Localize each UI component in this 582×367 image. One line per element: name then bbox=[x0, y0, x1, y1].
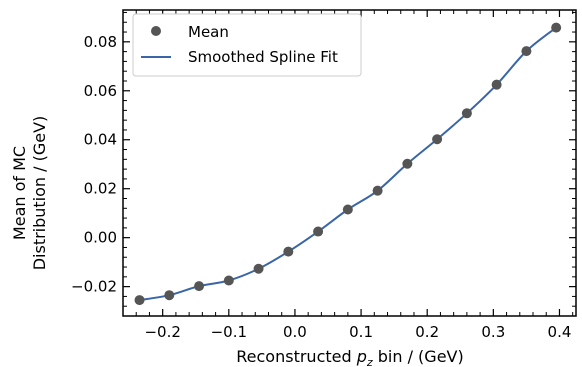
x-axis-label: Reconstructed pz bin / (GeV) bbox=[236, 347, 463, 367]
mean-point bbox=[461, 108, 472, 119]
x-tick-label: −0.2 bbox=[144, 323, 180, 341]
x-tick-label: 0.4 bbox=[548, 323, 572, 341]
mean-point bbox=[521, 46, 532, 57]
mean-point bbox=[372, 185, 383, 196]
plot-frame bbox=[122, 9, 577, 317]
mean-point bbox=[432, 134, 443, 145]
y-tick-label: −0.02 bbox=[71, 278, 117, 296]
y-axis-label: Mean of MC Distribution / (GeV) bbox=[10, 116, 49, 271]
mean-point bbox=[223, 275, 234, 286]
mean-point bbox=[313, 226, 324, 237]
y-tick-label: 0.02 bbox=[84, 180, 117, 198]
mean-point bbox=[194, 281, 205, 292]
mean-point bbox=[342, 204, 353, 215]
mean-point bbox=[134, 295, 145, 306]
y-tick-label: 0.08 bbox=[84, 33, 117, 51]
legend-fit-label: Smoothed Spline Fit bbox=[188, 48, 338, 66]
mean-point bbox=[164, 290, 175, 301]
mean-point bbox=[283, 246, 294, 257]
legend-box bbox=[132, 13, 362, 77]
y-axis-label-line2: Distribution / (GeV) bbox=[30, 116, 49, 271]
mean-point bbox=[551, 22, 562, 33]
mean-points bbox=[134, 22, 562, 306]
y-axis-label-line1: Mean of MC bbox=[10, 146, 29, 240]
tick-labels: −0.2 −0.1 0.0 0.1 0.2 0.3 0.4 −0.02 0.00 0.02 0.04… bbox=[71, 33, 571, 341]
mean-point bbox=[402, 158, 413, 169]
y-tick-label: 0.06 bbox=[84, 82, 117, 100]
x-tick-label: 0.2 bbox=[415, 323, 439, 341]
y-tick-label: 0.00 bbox=[84, 229, 117, 247]
mean-point bbox=[491, 79, 502, 90]
legend-mean-label: Mean bbox=[188, 23, 229, 41]
y-tick-label: 0.04 bbox=[84, 131, 117, 149]
x-tick-label: −0.1 bbox=[211, 323, 247, 341]
x-tick-label: 0.1 bbox=[349, 323, 373, 341]
x-tick-label: 0.3 bbox=[481, 323, 505, 341]
legend-mean-marker bbox=[151, 26, 161, 36]
mean-point bbox=[253, 263, 264, 274]
legend: Mean Smoothed Spline Fit bbox=[132, 13, 362, 77]
x-tick-label: 0.0 bbox=[283, 323, 307, 341]
